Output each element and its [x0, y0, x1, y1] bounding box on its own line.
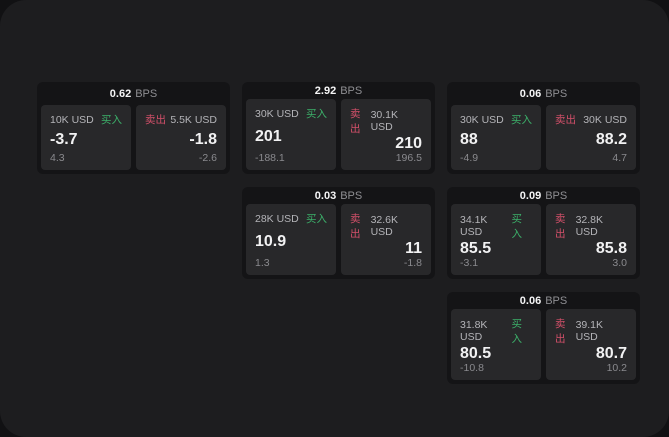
buy-delta: -3.1 — [460, 257, 479, 269]
buy-panel[interactable]: 34.1K USD 买入 85.5 -3.1 — [451, 204, 541, 275]
bps-value: 0.06 — [519, 294, 542, 307]
sell-panel[interactable]: 卖出 32.8K USD 85.8 3.0 — [546, 204, 636, 275]
bps-header: 0.06 BPS — [447, 292, 640, 309]
sell-notional: 30.1K USD — [370, 109, 399, 133]
sell-delta: 10.2 — [606, 362, 627, 374]
buy-notional: 34.1K USD — [460, 214, 488, 238]
buy-side-label: 买入 — [511, 114, 532, 126]
buy-notional: 30K USD — [255, 107, 299, 120]
bps-value: 0.09 — [519, 189, 542, 202]
bps-value: 0.06 — [519, 87, 542, 100]
quote-card: 0.06 BPS 30K USD 买入 88 -4.9 卖出 30K USD — [447, 82, 640, 174]
buy-panel[interactable]: 28K USD 买入 10.9 1.3 — [246, 204, 336, 275]
sell-notional: 39.1K USD — [575, 319, 604, 343]
sell-notional: 32.6K USD — [370, 214, 399, 238]
bps-header: 0.03 BPS — [242, 187, 435, 204]
quote-card: 2.92 BPS 30K USD 买入 201 -188.1 卖出 30.1K … — [242, 82, 435, 174]
bps-value: 0.62 — [109, 87, 132, 100]
sell-notional: 30K USD — [583, 113, 627, 126]
sell-price: 210 — [395, 135, 422, 152]
sell-delta: 3.0 — [612, 257, 627, 269]
sell-delta: 4.7 — [612, 152, 627, 164]
quote-card: 0.06 BPS 31.8K USD 买入 80.5 -10.8 卖出 39.1… — [447, 292, 640, 384]
sell-panel[interactable]: 卖出 30.1K USD 210 196.5 — [341, 99, 431, 170]
buy-price: 85.5 — [460, 240, 492, 257]
buy-delta: 4.3 — [50, 152, 65, 164]
sell-price: 80.7 — [595, 345, 627, 362]
buy-panel[interactable]: 31.8K USD 买入 80.5 -10.8 — [451, 309, 541, 380]
sell-side-label: 卖出 — [555, 213, 566, 240]
buy-side-label: 买入 — [306, 213, 327, 225]
sell-price: 88.2 — [595, 130, 627, 148]
quote-card: 0.62 BPS 10K USD 买入 -3.7 4.3 卖出 5.5K USD — [37, 82, 230, 174]
bps-unit-label: BPS — [340, 84, 363, 97]
sell-price: 11 — [405, 240, 422, 257]
buy-panel[interactable]: 30K USD 买入 201 -188.1 — [246, 99, 336, 170]
bps-header: 0.62 BPS — [37, 82, 230, 105]
sell-delta: 196.5 — [395, 152, 422, 164]
sell-delta: -2.6 — [198, 152, 217, 164]
buy-panel[interactable]: 10K USD 买入 -3.7 4.3 — [41, 105, 131, 170]
buy-side-label: 买入 — [511, 213, 522, 240]
buy-price: 201 — [255, 127, 282, 145]
sell-side-label: 卖出 — [555, 114, 576, 126]
quotes-grid: 0.62 BPS 10K USD 买入 -3.7 4.3 卖出 5.5K USD — [37, 82, 640, 384]
bps-value: 2.92 — [314, 84, 337, 97]
buy-panel[interactable]: 30K USD 买入 88 -4.9 — [451, 105, 541, 170]
buy-delta: -188.1 — [255, 152, 285, 164]
buy-side-label: 买入 — [306, 108, 327, 120]
buy-notional: 30K USD — [460, 113, 504, 126]
buy-price: 88 — [460, 130, 478, 148]
sell-panel[interactable]: 卖出 39.1K USD 80.7 10.2 — [546, 309, 636, 380]
sell-panel[interactable]: 卖出 30K USD 88.2 4.7 — [546, 105, 636, 170]
bps-unit-label: BPS — [545, 87, 568, 100]
bps-value: 0.03 — [314, 189, 337, 202]
sell-price: -1.8 — [189, 130, 217, 148]
sell-side-label: 卖出 — [350, 108, 361, 135]
buy-delta: 1.3 — [255, 257, 270, 269]
buy-price: -3.7 — [50, 130, 78, 148]
quote-card: 0.09 BPS 34.1K USD 买入 85.5 -3.1 卖出 32.8K… — [447, 187, 640, 279]
sell-panel[interactable]: 卖出 32.6K USD 11 -1.8 — [341, 204, 431, 275]
bps-header: 2.92 BPS — [242, 82, 435, 99]
bps-unit-label: BPS — [545, 189, 568, 202]
buy-notional: 31.8K USD — [460, 319, 488, 343]
sell-panel[interactable]: 卖出 5.5K USD -1.8 -2.6 — [136, 105, 226, 170]
bps-header: 0.09 BPS — [447, 187, 640, 204]
buy-notional: 10K USD — [50, 113, 94, 126]
sell-side-label: 卖出 — [350, 213, 361, 240]
sell-price: 85.8 — [595, 240, 627, 257]
buy-notional: 28K USD — [255, 212, 299, 225]
buy-side-label: 买入 — [101, 114, 122, 126]
bps-unit-label: BPS — [545, 294, 568, 307]
buy-side-label: 买入 — [511, 318, 522, 345]
bps-header: 0.06 BPS — [447, 82, 640, 105]
buy-price: 10.9 — [255, 232, 287, 250]
sell-side-label: 卖出 — [555, 318, 566, 345]
buy-delta: -4.9 — [460, 152, 479, 164]
sell-delta: -1.8 — [403, 257, 422, 269]
sell-notional: 32.8K USD — [575, 214, 604, 238]
bps-unit-label: BPS — [340, 189, 363, 202]
bps-unit-label: BPS — [135, 87, 158, 100]
sell-side-label: 卖出 — [145, 114, 166, 126]
buy-delta: -10.8 — [460, 362, 484, 374]
quote-card: 0.03 BPS 28K USD 买入 10.9 1.3 卖出 32.6K US… — [242, 187, 435, 279]
buy-price: 80.5 — [460, 345, 492, 362]
sell-notional: 5.5K USD — [170, 113, 217, 126]
